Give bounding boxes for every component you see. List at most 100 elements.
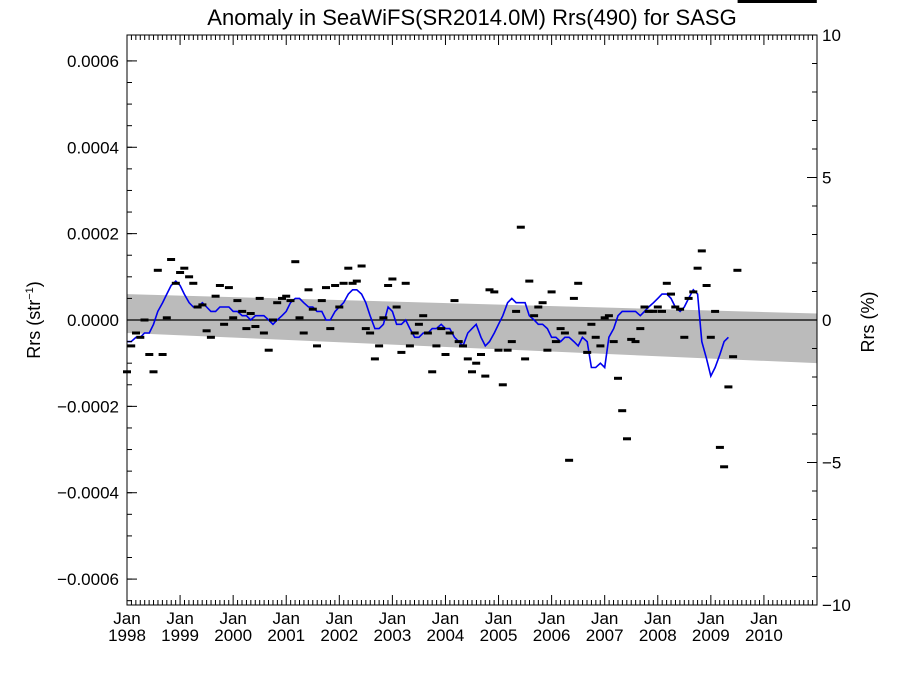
data-point (375, 344, 384, 348)
data-point (304, 288, 313, 292)
x-tick-label-month: Jan (273, 609, 300, 628)
data-point (339, 281, 348, 285)
data-point (804, 0, 812, 3)
y-right-tick-label: 10 (822, 26, 841, 45)
data-point (445, 331, 454, 335)
data-point (224, 286, 233, 290)
data-point (755, 0, 764, 3)
data-point (676, 307, 685, 311)
x-tick-label-year: 2002 (320, 626, 358, 645)
data-point (317, 299, 326, 303)
data-point (233, 299, 242, 303)
data-point (193, 305, 202, 309)
data-point (242, 327, 251, 331)
data-point (627, 337, 636, 341)
data-point (636, 327, 645, 331)
x-tick-label-year: 2004 (427, 626, 465, 645)
data-point (206, 335, 215, 339)
data-point (547, 290, 556, 294)
data-point (662, 281, 671, 285)
data-point (450, 299, 459, 303)
data-point (623, 437, 631, 441)
data-point (764, 0, 773, 3)
y-axis-right-label: Rrs (%) (858, 292, 878, 353)
data-point (278, 296, 286, 300)
data-point (503, 348, 512, 352)
data-point (463, 357, 472, 361)
y-axis-left-label-main: Rrs (str (24, 300, 44, 359)
data-point (680, 335, 689, 339)
data-point (689, 290, 698, 294)
data-point (565, 458, 574, 462)
data-point (750, 0, 759, 3)
data-point (370, 357, 379, 361)
x-tick-label-month: Jan (750, 609, 777, 628)
data-point (229, 316, 238, 320)
y-right-tick-label: −10 (822, 596, 851, 615)
x-tick-label-year: 2005 (480, 626, 518, 645)
data-point (671, 305, 680, 309)
data-point (459, 344, 467, 348)
data-point (176, 271, 185, 274)
data-point (786, 0, 795, 3)
data-point (286, 299, 295, 303)
y-left-tick-label: −0.0002 (57, 397, 119, 416)
x-axis: Jan1998Jan1999Jan2000Jan2001Jan2002Jan20… (108, 35, 814, 645)
data-point (454, 340, 463, 344)
y-left-tick-label: 0.0002 (67, 225, 119, 244)
data-point (715, 445, 724, 449)
data-point (171, 281, 180, 285)
y-axis-left: 0.0006 0.0004 0.0002 0.0000 −0.0002 −0.0004 −0… (57, 52, 137, 602)
data-point (189, 281, 198, 285)
data-point (405, 344, 414, 348)
data-point (167, 258, 176, 261)
data-point (331, 284, 340, 287)
data-point (516, 225, 525, 229)
data-point (658, 309, 666, 313)
data-point (560, 331, 569, 335)
x-tick-label-year: 2010 (745, 626, 783, 645)
data-point (759, 0, 768, 3)
data-point (255, 296, 264, 300)
data-point (706, 335, 715, 339)
data-point (428, 370, 437, 374)
x-tick-label-year: 2007 (586, 626, 624, 645)
data-point (127, 344, 136, 348)
data-point (401, 281, 410, 285)
data-point (653, 305, 662, 309)
data-point (631, 340, 640, 344)
data-point (773, 0, 782, 3)
data-point (441, 353, 450, 356)
data-point (600, 316, 609, 320)
data-point (419, 314, 428, 318)
data-point (742, 0, 751, 3)
x-tick-label-month: Jan (432, 609, 459, 628)
y-left-tick-label: 0.0000 (67, 311, 119, 330)
data-point (618, 409, 627, 413)
data-point (322, 286, 330, 290)
data-point (185, 275, 194, 279)
data-point (494, 348, 503, 352)
data-point (366, 331, 375, 335)
data-point (198, 303, 207, 307)
y-left-tick-label: −0.0004 (57, 484, 119, 503)
data-point (477, 353, 485, 356)
data-point (587, 322, 596, 326)
data-point (468, 370, 476, 374)
x-tick-label-month: Jan (219, 609, 246, 628)
data-point (485, 288, 494, 292)
data-point (211, 294, 220, 298)
y-left-tick-label: 0.0006 (67, 52, 119, 71)
x-tick-label-year: 2000 (214, 626, 252, 645)
data-point (423, 331, 432, 335)
data-point (596, 344, 605, 348)
data-point (392, 305, 401, 309)
data-point (361, 327, 370, 331)
data-point (614, 376, 622, 380)
data-point (512, 309, 521, 313)
x-tick-label-year: 2001 (267, 626, 305, 645)
data-point (388, 277, 397, 281)
data-point (768, 0, 777, 3)
data-point (344, 266, 353, 270)
